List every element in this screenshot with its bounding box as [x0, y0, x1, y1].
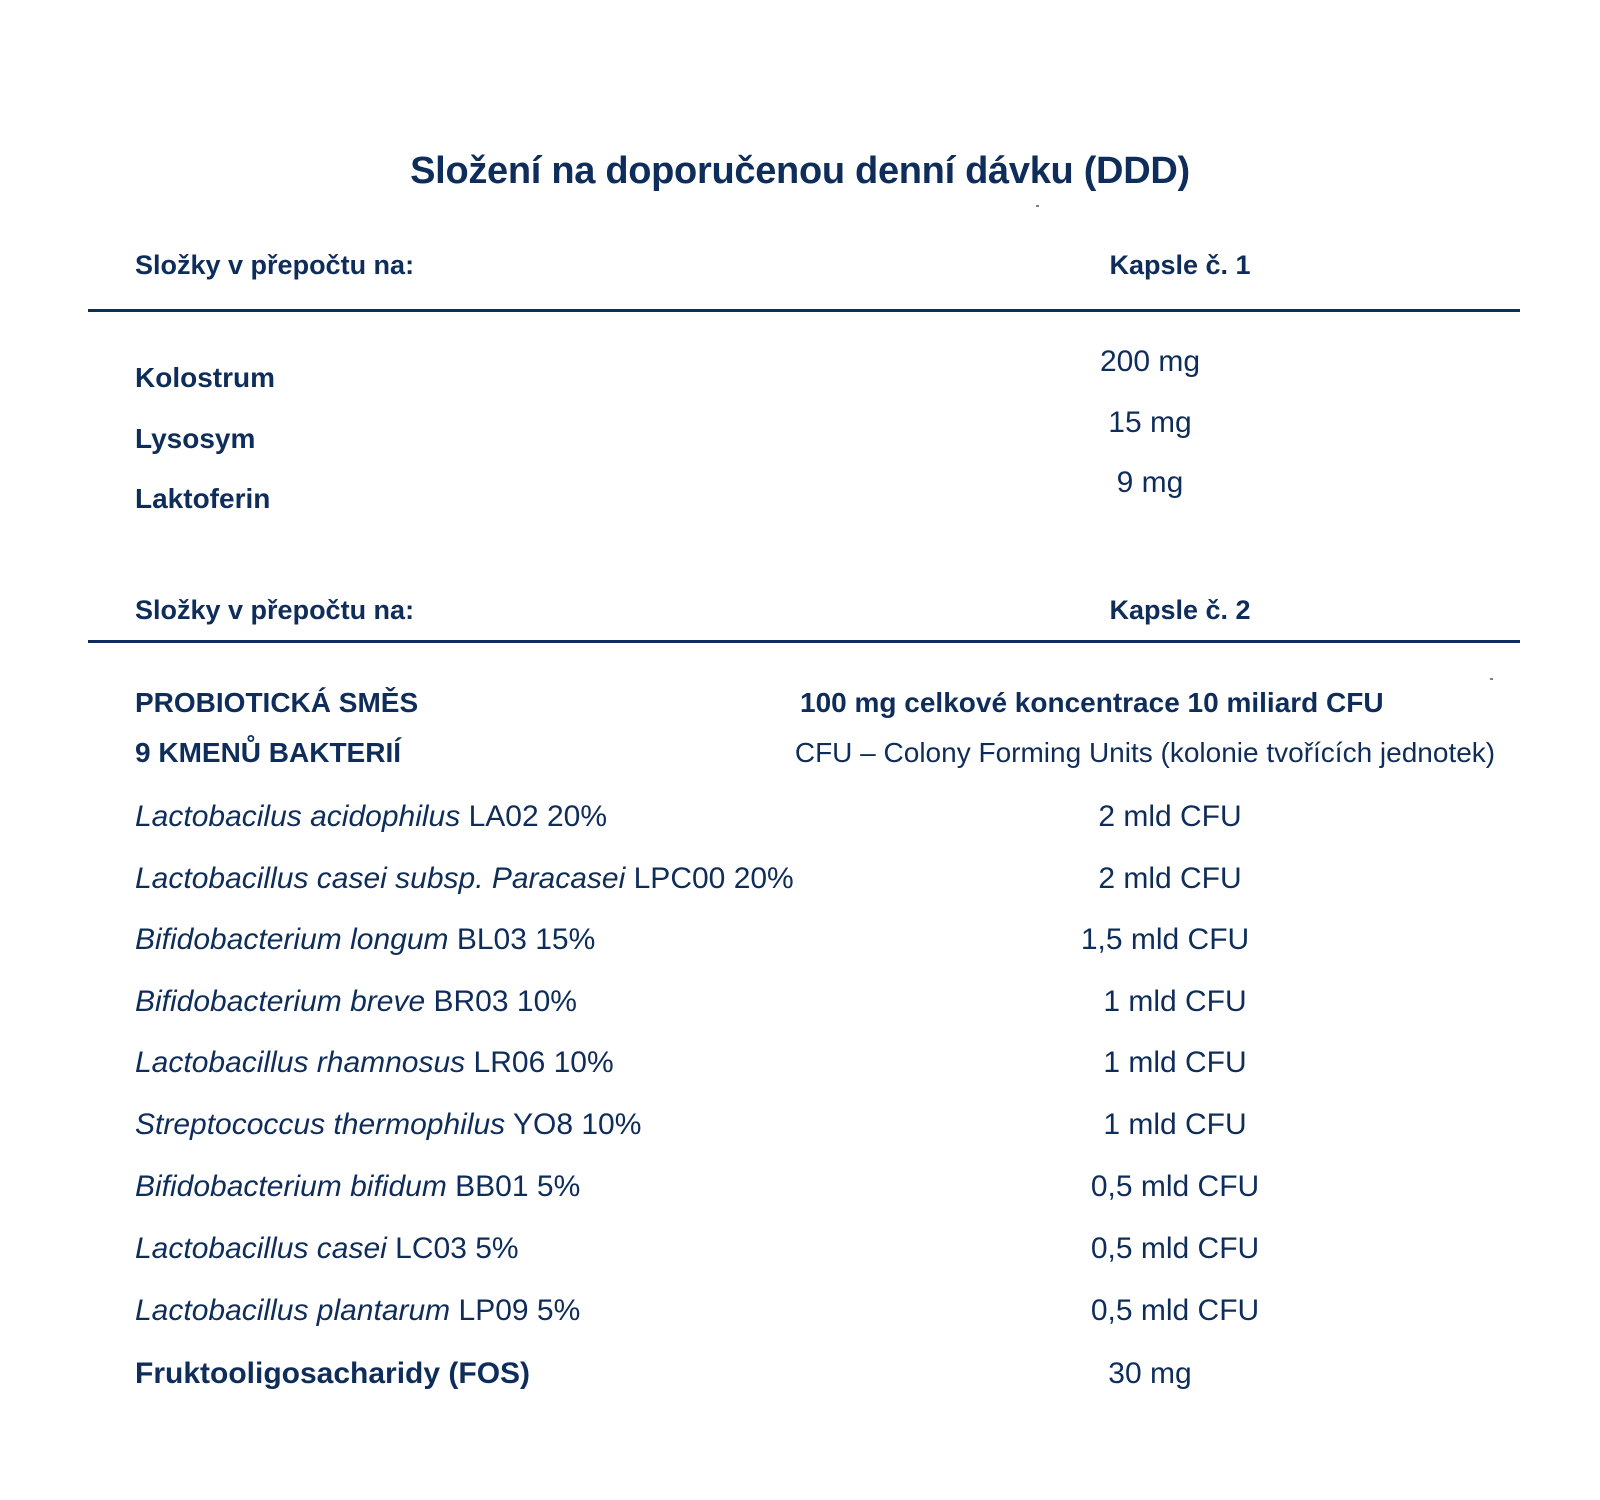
ingredient-value: 9 mg: [1116, 466, 1184, 499]
ingredient-name: Lysosym: [135, 423, 256, 454]
strain-value: 1 mld CFU: [1103, 1108, 1247, 1141]
ingredient-name: Kolostrum: [135, 362, 275, 393]
strain-name: Lactobacillus plantarum LP09 5%: [135, 1294, 581, 1327]
page-title: Složení na doporučenou denní dávku (DDD): [410, 150, 1190, 192]
mix-title-line2: 9 KMENŮ BAKTERIÍ: [135, 737, 402, 768]
section1-header-right: Kapsle č. 1: [1109, 250, 1251, 280]
mix-note: CFU – Colony Forming Units (kolonie tvoř…: [794, 737, 1496, 768]
strain-value: 2 mld CFU: [1098, 862, 1242, 895]
strain-value: 0,5 mld CFU: [1090, 1294, 1260, 1327]
strain-value: 1,5 mld CFU: [1080, 923, 1250, 956]
stray-mark: [1490, 678, 1493, 680]
stray-mark: [1036, 205, 1039, 207]
strain-value: 1 mld CFU: [1103, 1046, 1247, 1079]
strain-value: 0,5 mld CFU: [1090, 1170, 1260, 1203]
section2-divider: [88, 640, 1520, 643]
strain-name: Bifidobacterium bifidum BB01 5%: [135, 1170, 581, 1203]
ingredient-value: 15 mg: [1108, 406, 1192, 439]
mix-title-line1: PROBIOTICKÁ SMĚS: [135, 687, 419, 718]
fos-value: 30 mg: [1108, 1357, 1192, 1390]
strain-name: Streptococcus thermophilus YO8 10%: [135, 1108, 642, 1141]
strain-name: Lactobacilus acidophilus LA02 20%: [135, 800, 608, 833]
strain-name: Bifidobacterium breve BR03 10%: [135, 985, 577, 1018]
strain-name: Lactobacillus rhamnosus LR06 10%: [135, 1046, 614, 1079]
section1-header-left: Složky v přepočtu na:: [135, 250, 415, 280]
strain-name: Lactobacillus casei subsp. Paracasei LPC…: [135, 862, 794, 895]
section2-header-right: Kapsle č. 2: [1109, 595, 1251, 625]
ingredient-name: Laktoferin: [135, 483, 271, 514]
strain-value: 2 mld CFU: [1098, 800, 1242, 833]
strain-value: 1 mld CFU: [1103, 985, 1247, 1018]
ingredient-value: 200 mg: [1099, 345, 1201, 378]
section2-header-left: Složky v přepočtu na:: [135, 595, 415, 625]
strain-name: Lactobacillus casei LC03 5%: [135, 1232, 519, 1265]
strain-name: Bifidobacterium longum BL03 15%: [135, 923, 596, 956]
mix-total-value: 100 mg celkové koncentrace 10 miliard CF…: [800, 687, 1384, 718]
fos-name: Fruktooligosacharidy (FOS): [135, 1357, 531, 1390]
section1-divider: [88, 309, 1520, 312]
strain-value: 0,5 mld CFU: [1090, 1232, 1260, 1265]
